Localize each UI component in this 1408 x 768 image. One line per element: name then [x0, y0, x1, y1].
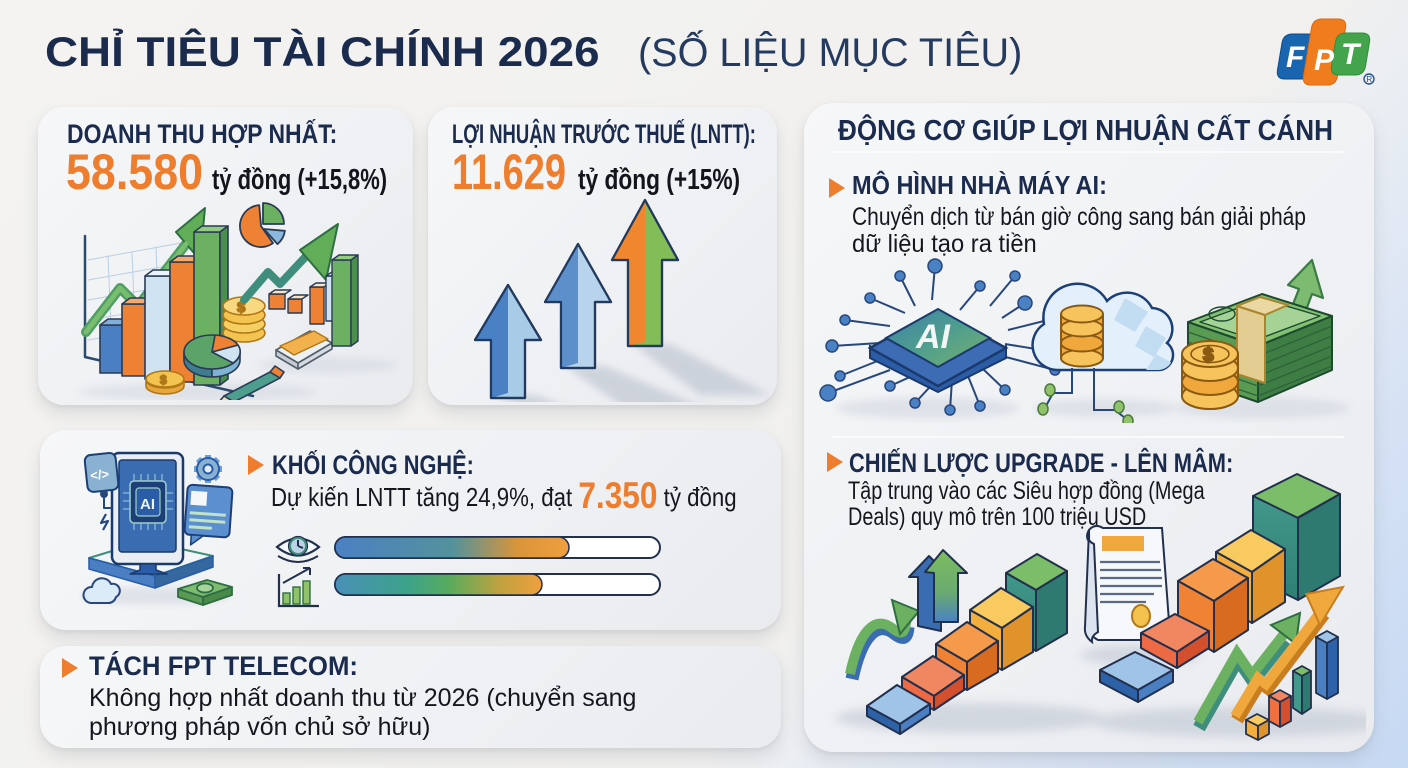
svg-text:</>: </>: [90, 466, 111, 483]
svg-text:P: P: [1314, 44, 1335, 77]
svg-text:R: R: [1366, 75, 1372, 84]
svg-text:$: $: [237, 299, 246, 316]
svg-text:F: F: [1286, 41, 1305, 74]
svg-text:AI: AI: [915, 318, 952, 356]
svg-text:T: T: [1341, 38, 1362, 71]
svg-text:$: $: [1203, 345, 1214, 366]
svg-text:$: $: [160, 373, 167, 387]
svg-text:AI: AI: [140, 496, 155, 513]
